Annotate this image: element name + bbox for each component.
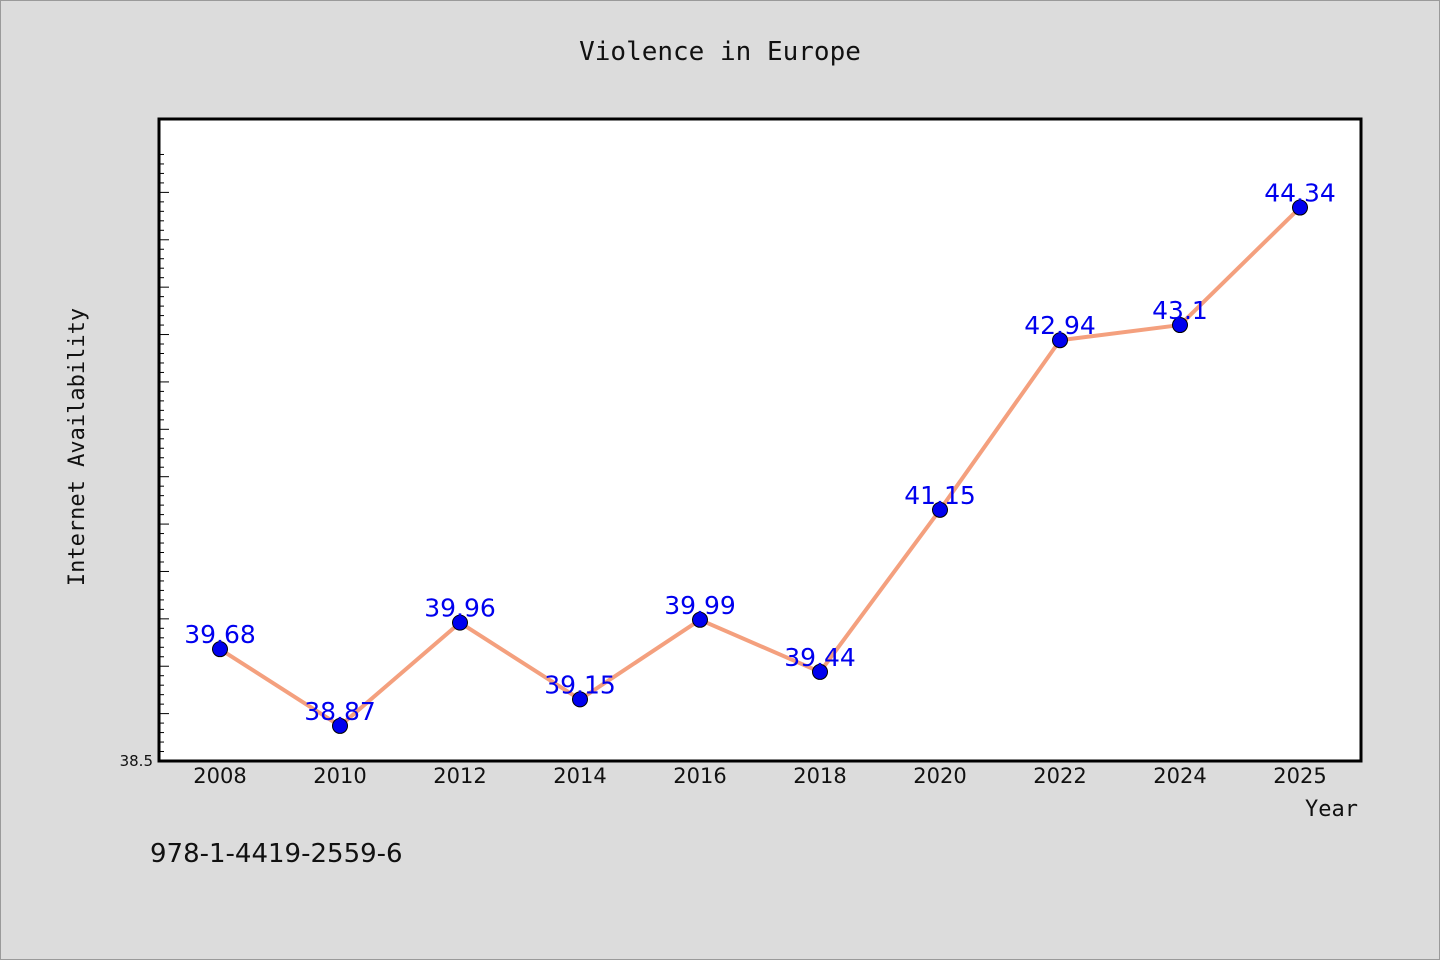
data-point — [332, 717, 348, 734]
data-point — [572, 691, 588, 708]
chart-title: Violence in Europe — [579, 37, 861, 67]
data-point — [692, 611, 708, 628]
data-point — [1052, 332, 1068, 349]
x-axis-ticks: 2008 2010 2012 2014 2016 2018 2020 2022 2024 2025 — [193, 764, 1326, 788]
x-tick-label: 2020 — [913, 764, 966, 788]
x-tick-label: 2016 — [673, 764, 726, 788]
data-label: 44.34 — [1264, 179, 1336, 208]
data-label: 42.94 — [1024, 311, 1096, 340]
x-tick-label: 2025 — [1273, 764, 1326, 788]
data-label: 38.87 — [304, 697, 376, 726]
isbn-footnote: 978-1-4419-2559-6 — [150, 839, 403, 869]
x-tick-label: 2024 — [1153, 764, 1206, 788]
data-label: 43.1 — [1152, 296, 1208, 325]
y-axis-label: Internet Availability — [65, 308, 90, 586]
data-point — [812, 663, 828, 680]
x-tick-label: 2018 — [793, 764, 846, 788]
series-line — [218, 206, 1302, 728]
data-label: 39.44 — [784, 643, 856, 672]
data-label: 39.68 — [184, 620, 256, 649]
x-tick-label: 2014 — [553, 764, 606, 788]
data-label: 41.15 — [904, 481, 976, 510]
x-tick-label: 2012 — [433, 764, 486, 788]
x-tick-label: 2008 — [193, 764, 246, 788]
x-tick-label: 2010 — [313, 764, 366, 788]
data-point — [212, 641, 228, 658]
data-point — [1292, 199, 1308, 216]
data-point — [452, 614, 468, 631]
data-point — [932, 501, 948, 518]
x-tick-label: 2022 — [1033, 764, 1086, 788]
plot-area — [157, 117, 1363, 763]
data-label: 39.96 — [424, 594, 496, 623]
data-point — [1172, 317, 1188, 334]
y-tick-label: 38.5 — [120, 752, 153, 770]
data-label: 39.15 — [544, 670, 616, 699]
x-axis-label: Year — [1305, 797, 1358, 822]
series-layer: 39.68 38.87 39.96 39.15 39.99 39.44 41.15 42.94… — [184, 179, 1336, 734]
y-axis-ticks — [159, 153, 169, 762]
data-label: 39.99 — [664, 591, 736, 620]
